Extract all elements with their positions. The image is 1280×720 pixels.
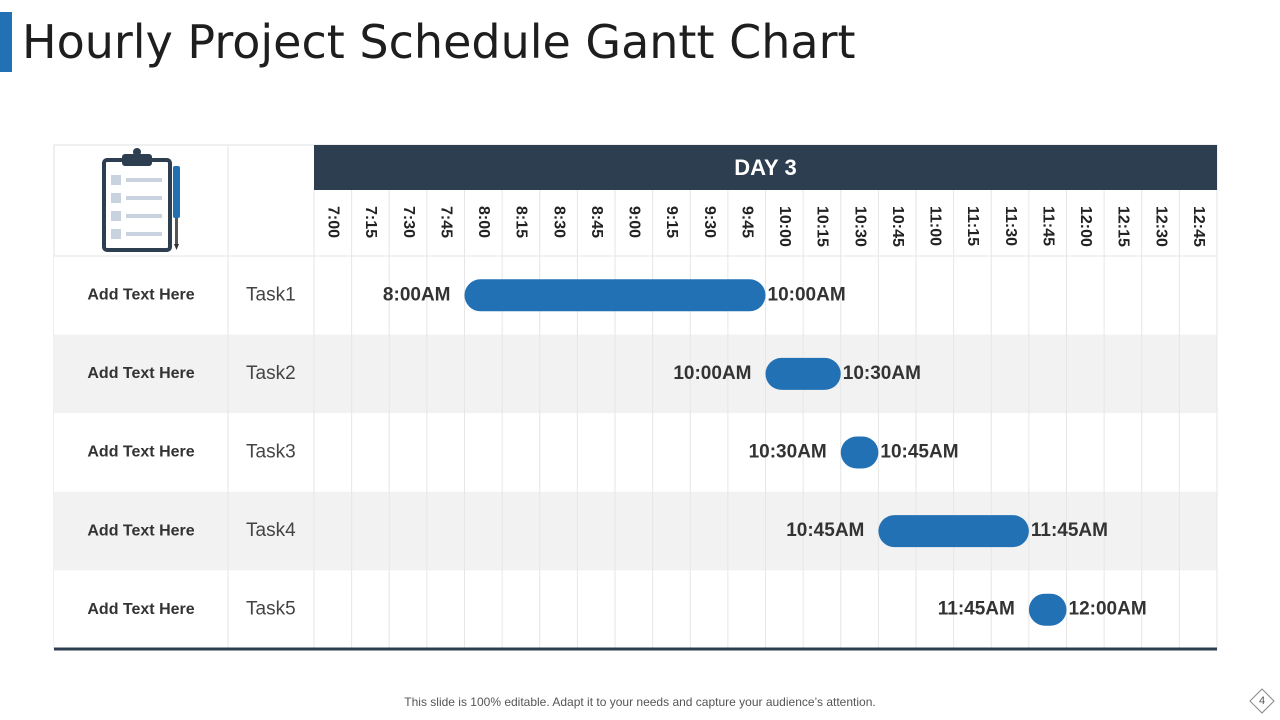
task-description: Add Text Here [87, 522, 194, 539]
gridlines [54, 145, 1218, 649]
task-bar [840, 436, 879, 469]
bar-start-label: 11:45AM [938, 599, 1015, 620]
time-tick-label: 9:15 [663, 206, 680, 238]
bar-start-label: 10:30AM [749, 442, 827, 463]
day-label: DAY 3 [734, 155, 796, 180]
row-background [54, 413, 1217, 492]
task-description: Add Text Here [87, 287, 194, 304]
task-labels: Add Text Here Task1 Add Text Here Task2 Add … [87, 284, 296, 619]
task-bars [464, 279, 1067, 626]
time-tick-label: 12:15 [1115, 206, 1132, 247]
time-tick-label: 10:15 [814, 206, 831, 247]
row-background [54, 570, 1217, 649]
time-tick-label: 7:45 [437, 206, 454, 238]
bar-time-labels: 8:00AM 10:00AM 10:00AM 10:30AM 10:30AM 10:45A… [383, 284, 1147, 619]
day-header-band [314, 145, 1217, 190]
time-tick-label: 12:30 [1152, 206, 1169, 247]
time-tick-label: 7:15 [362, 206, 379, 238]
time-tick-label: 10:45 [889, 206, 906, 247]
task-name: Task4 [246, 520, 296, 541]
bar-end-label: 12:00AM [1069, 599, 1147, 620]
bar-start-label: 10:00AM [673, 363, 751, 384]
task-bar [878, 515, 1029, 548]
task-name: Task5 [246, 599, 296, 620]
clipboard-icon [102, 148, 180, 252]
time-tick-label: 8:30 [550, 206, 567, 238]
footer-note: This slide is 100% editable. Adapt it to… [404, 695, 876, 709]
page-number-badge [1249, 688, 1275, 714]
time-tick-label: 9:00 [626, 206, 643, 238]
row-background [54, 334, 1217, 414]
task-bar [464, 279, 766, 312]
row-backgrounds [53, 144, 1218, 650]
time-tick-label: 9:45 [738, 206, 755, 238]
time-tick-label: 8:00 [475, 206, 492, 238]
task-bar [1028, 593, 1067, 626]
bar-end-label: 11:45AM [1031, 520, 1108, 541]
time-tick-label: 10:30 [851, 206, 868, 247]
bar-end-label: 10:45AM [880, 442, 958, 463]
task-name: Task2 [246, 363, 296, 384]
time-tick-label: 12:45 [1190, 206, 1207, 247]
time-tick-label: 7:30 [400, 206, 417, 238]
time-tick-label: 12:00 [1077, 206, 1094, 247]
time-tick-label: 11:00 [927, 206, 944, 246]
time-tick-label: 7:00 [325, 206, 342, 238]
time-tick-label: 9:30 [701, 206, 718, 238]
task-bar [765, 357, 841, 390]
task-name: Task3 [246, 442, 296, 463]
time-tick-label: 11:30 [1002, 206, 1019, 246]
time-tick-labels: 7:00 7:15 7:30 7:45 8:00 8:15 8:30 8:45 9:00 9:15… [325, 206, 1207, 247]
time-tick-label: 8:15 [513, 206, 530, 238]
task-name: Task1 [246, 284, 296, 305]
task-description: Add Text Here [87, 601, 194, 618]
bar-end-label: 10:30AM [843, 363, 921, 384]
task-description: Add Text Here [87, 365, 194, 382]
bar-end-label: 10:00AM [768, 284, 846, 305]
time-tick-label: 8:45 [588, 206, 605, 238]
page-number: 4 [1258, 695, 1266, 707]
time-tick-label: 11:15 [964, 206, 981, 246]
bar-start-label: 8:00AM [383, 284, 451, 305]
task-description: Add Text Here [87, 444, 194, 461]
bar-start-label: 10:45AM [786, 520, 864, 541]
time-tick-label: 11:45 [1039, 206, 1056, 246]
page-title: Hourly Project Schedule Gantt Chart [22, 15, 856, 69]
time-tick-label: 10:00 [776, 206, 793, 247]
title-accent-bar [0, 12, 12, 72]
